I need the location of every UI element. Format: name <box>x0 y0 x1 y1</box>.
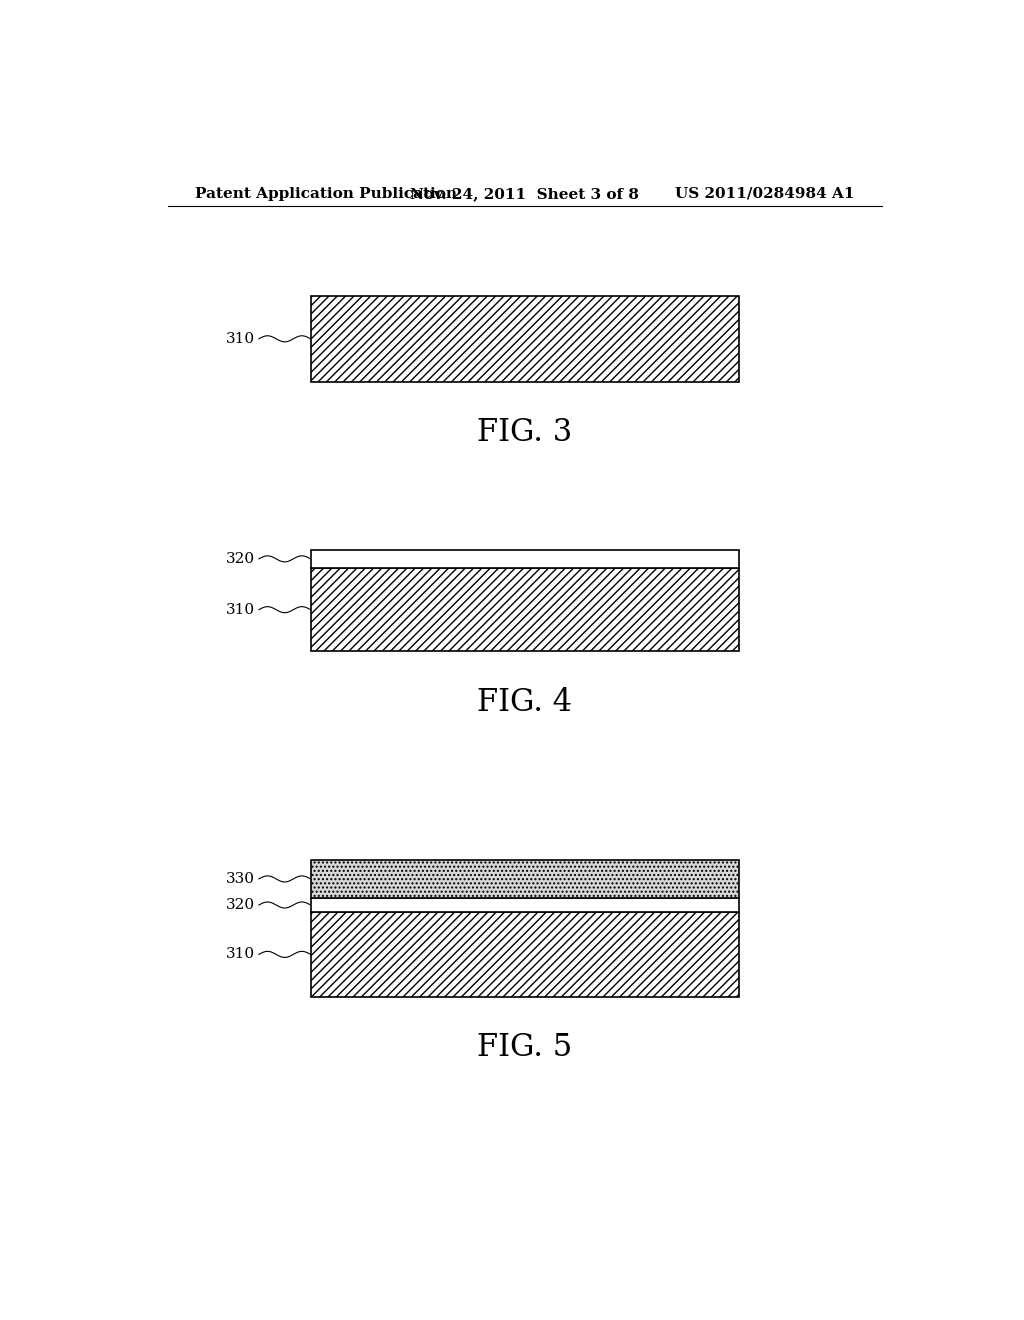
Text: 320: 320 <box>226 552 255 566</box>
Text: Nov. 24, 2011  Sheet 3 of 8: Nov. 24, 2011 Sheet 3 of 8 <box>411 187 639 201</box>
Bar <box>310 568 739 651</box>
Text: US 2011/0284984 A1: US 2011/0284984 A1 <box>675 187 854 201</box>
Bar <box>310 898 739 912</box>
Bar <box>310 859 739 898</box>
Text: FIG. 5: FIG. 5 <box>477 1032 572 1063</box>
Text: 310: 310 <box>226 603 255 616</box>
Text: Patent Application Publication: Patent Application Publication <box>196 187 458 201</box>
Text: FIG. 4: FIG. 4 <box>477 686 572 718</box>
Text: FIG. 3: FIG. 3 <box>477 417 572 449</box>
Text: 320: 320 <box>226 898 255 912</box>
Bar <box>310 549 739 568</box>
Text: 310: 310 <box>226 331 255 346</box>
Bar <box>310 296 739 381</box>
Bar <box>310 912 739 997</box>
Text: 310: 310 <box>226 948 255 961</box>
Text: 330: 330 <box>226 873 255 886</box>
